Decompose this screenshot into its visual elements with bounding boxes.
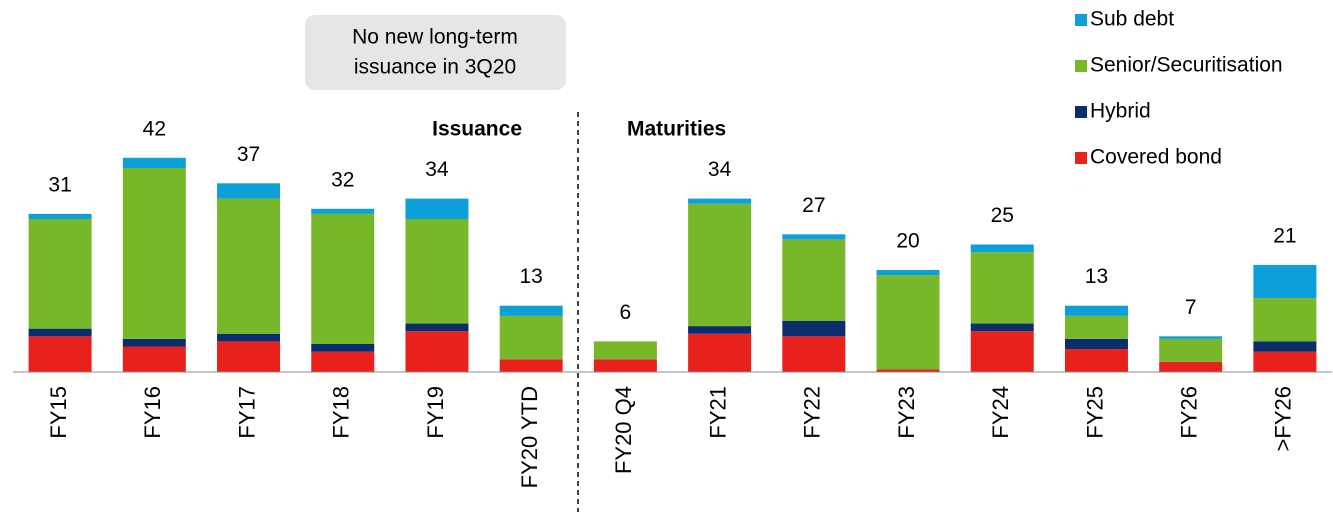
- bar-segment: [499, 315, 563, 360]
- bar-segment: [217, 183, 281, 199]
- bar-segment: [876, 270, 940, 276]
- bar-segment: [1064, 315, 1128, 339]
- bar-segment: [28, 328, 92, 337]
- legend-swatch: [1075, 152, 1087, 164]
- annotation-line: No new long-term: [352, 26, 518, 49]
- bar-segment: [782, 239, 846, 321]
- bar-segment: [405, 198, 469, 219]
- bar-segment: [782, 321, 846, 337]
- bar-segment: [593, 359, 657, 372]
- x-tick-label: FY17: [234, 386, 259, 439]
- bar-segment: [970, 252, 1034, 324]
- x-tick-label: FY20 Q4: [611, 386, 636, 474]
- annotation-box: [305, 15, 566, 90]
- legend-label: Sub debt: [1090, 8, 1174, 31]
- x-tick-label: FY18: [329, 386, 354, 439]
- x-tick-label: FY22: [800, 386, 825, 439]
- x-tick-label: FY25: [1082, 386, 1107, 439]
- bar-segment: [311, 351, 375, 372]
- bar-segment: [405, 331, 469, 372]
- total-label: 34: [425, 158, 449, 181]
- total-label: 27: [802, 194, 825, 217]
- x-tick-label: FY21: [705, 386, 730, 439]
- legend-swatch: [1075, 60, 1087, 72]
- bar-segment: [217, 333, 281, 342]
- bar-segment: [122, 346, 186, 372]
- bar-segment: [876, 369, 940, 372]
- total-label: 31: [48, 173, 71, 196]
- section-label: Maturities: [627, 118, 726, 141]
- bar-segment: [688, 326, 752, 334]
- bar-segment: [688, 333, 752, 372]
- bar-segment: [970, 244, 1034, 253]
- bar-segment: [217, 341, 281, 372]
- bar-segment: [217, 198, 281, 334]
- total-label: 7: [1185, 296, 1197, 319]
- bar-segment: [970, 323, 1034, 332]
- bar-segment: [1159, 361, 1223, 372]
- bar-segment: [1253, 341, 1317, 352]
- bar-segment: [122, 168, 186, 339]
- total-label: 13: [519, 265, 542, 288]
- legend-label: Senior/Securitisation: [1090, 54, 1283, 77]
- bar-segment: [311, 343, 375, 352]
- legend-swatch: [1075, 106, 1087, 118]
- total-label: 13: [1085, 265, 1108, 288]
- bar-segment: [1064, 349, 1128, 372]
- legend-label: Hybrid: [1090, 100, 1151, 123]
- section-label: Issuance: [432, 118, 522, 141]
- bar-segment: [1159, 338, 1223, 362]
- bar-segment: [1064, 305, 1128, 316]
- x-tick-label: FY24: [988, 386, 1013, 439]
- bar-segment: [1064, 338, 1128, 350]
- total-label: 20: [896, 230, 919, 253]
- bar-segment: [876, 275, 940, 370]
- total-label: 34: [708, 158, 732, 181]
- bar-segment: [1253, 298, 1317, 342]
- bar-segment: [499, 305, 563, 316]
- bar-segment: [970, 331, 1034, 372]
- x-tick-label: FY16: [140, 386, 165, 439]
- x-tick-label: >FY26: [1271, 386, 1296, 451]
- bar-segment: [405, 323, 469, 332]
- total-label: 42: [143, 117, 166, 140]
- x-tick-label: FY15: [46, 386, 71, 439]
- bar-segment: [311, 213, 375, 344]
- bar-segment: [122, 338, 186, 347]
- bar-segment: [782, 336, 846, 372]
- x-tick-label: FY26: [1176, 386, 1201, 439]
- bar-segment: [405, 219, 469, 324]
- bar-segment: [28, 336, 92, 372]
- bar-segment: [593, 341, 657, 360]
- total-label: 6: [620, 301, 632, 324]
- bar-segment: [28, 219, 92, 329]
- legend-swatch: [1075, 14, 1087, 26]
- legend-label: Covered bond: [1090, 146, 1222, 169]
- bar-segment: [688, 203, 752, 327]
- total-label: 25: [991, 204, 1014, 227]
- bar-segment: [122, 157, 186, 168]
- bar-segment: [1253, 351, 1317, 372]
- bar-segment: [28, 213, 92, 219]
- bar-segment: [499, 359, 563, 372]
- bar-segment: [782, 234, 846, 240]
- total-label: 21: [1273, 224, 1296, 247]
- annotation-line: issuance in 3Q20: [354, 56, 516, 79]
- x-tick-label: FY23: [894, 386, 919, 439]
- x-tick-label: FY20 YTD: [517, 386, 542, 488]
- total-label: 37: [237, 143, 260, 166]
- x-tick-label: FY19: [423, 386, 448, 439]
- bar-segment: [311, 208, 375, 214]
- bar-segment: [1253, 264, 1317, 299]
- total-label: 32: [331, 168, 354, 191]
- bar-segment: [1159, 336, 1223, 339]
- bar-segment: [688, 198, 752, 204]
